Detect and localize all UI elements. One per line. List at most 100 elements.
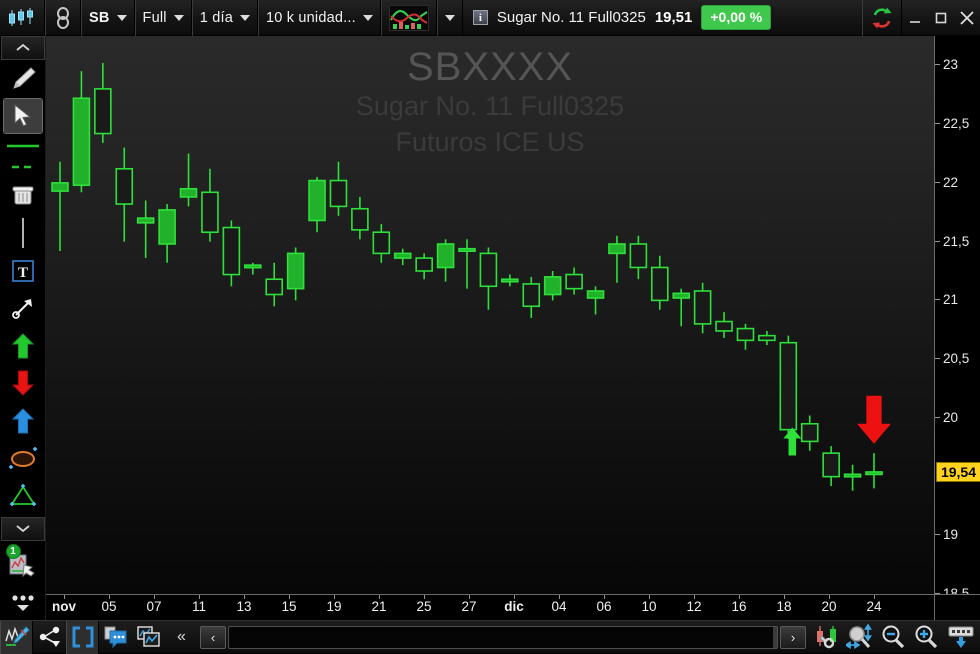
candle [393, 248, 412, 266]
chart-scrollbar[interactable] [228, 625, 778, 649]
indicator-wave-icon [388, 5, 429, 31]
candle [715, 312, 733, 338]
price-tick: 21,5 [935, 234, 980, 250]
candle [736, 323, 755, 350]
brackets-icon [72, 626, 93, 648]
zoom-fit-button[interactable] [843, 621, 876, 654]
share-button[interactable] [33, 621, 66, 654]
layers-button[interactable]: 1 [0, 541, 46, 587]
candle [158, 204, 176, 263]
scrollbar-thumb[interactable] [773, 626, 777, 648]
pencil-tool[interactable] [0, 60, 46, 98]
expand-down-icon [15, 525, 30, 533]
candle [779, 335, 798, 440]
toolbar-collapse-button[interactable] [0, 36, 45, 60]
solid-line-tool[interactable] [0, 135, 46, 157]
candle-settings-icon [816, 626, 836, 649]
candle [115, 147, 134, 242]
symbol-selector[interactable]: SB [81, 0, 135, 36]
candle-settings-button[interactable] [810, 621, 843, 654]
dashed-line-tool[interactable] [0, 157, 46, 177]
chevron-down-icon [173, 15, 184, 21]
candle [94, 63, 112, 143]
scroll-right-button[interactable]: › [780, 625, 806, 649]
tick-label: 23 [943, 57, 959, 73]
quality-selector[interactable]: Full [134, 0, 192, 36]
tick-label: 12 [686, 599, 702, 614]
brackets-button[interactable] [66, 620, 99, 654]
vertical-line-tool[interactable] [0, 214, 46, 252]
text-tool[interactable]: T [0, 252, 46, 290]
tick-label: 22,5 [943, 116, 970, 132]
zoom-in-button[interactable] [909, 621, 942, 654]
comment-button[interactable] [99, 621, 132, 654]
scale-down-button[interactable] [942, 621, 980, 654]
draw-pen-button[interactable] [0, 620, 33, 654]
down-arrow-annotation[interactable] [857, 395, 891, 444]
triangle-tool[interactable] [0, 477, 46, 515]
tick-label: 11 [191, 599, 207, 614]
indicator-button[interactable] [380, 0, 437, 36]
windows-button[interactable] [132, 621, 165, 654]
axis-corner [934, 594, 980, 620]
candle [458, 239, 476, 289]
minimize-icon [910, 20, 920, 23]
svg-text:T: T [17, 265, 27, 281]
candlestick-type-button[interactable] [0, 0, 45, 36]
tick-mark [334, 595, 335, 599]
timeframe-selector[interactable]: 1 día [191, 0, 258, 36]
candle [479, 247, 498, 310]
time-axis[interactable]: nov 05 07 11 13 15 19 21 25 27 dic 04 06 10 12 16 18 20 24 [46, 594, 934, 620]
up-arrow-blue-tool[interactable] [0, 402, 46, 440]
bottom-toolbar: « ‹ › [0, 620, 980, 654]
candle [136, 200, 155, 259]
arrow-tool[interactable] [0, 289, 46, 327]
link-chain-icon [57, 7, 69, 29]
cursor-tool[interactable] [2, 98, 43, 135]
candle [415, 253, 433, 280]
tick-mark [935, 123, 940, 125]
symbol-label: SB [89, 10, 110, 26]
more-options-button[interactable] [0, 586, 46, 620]
tick-mark [935, 358, 940, 360]
tick-mark [935, 64, 940, 66]
scroll-left-button[interactable]: ‹ [200, 625, 226, 649]
link-symbol-button[interactable] [45, 0, 81, 36]
down-arrow-red-tool[interactable] [0, 365, 46, 403]
candle [308, 177, 326, 233]
tick-mark [829, 595, 830, 599]
triangle-icon [9, 484, 36, 507]
candle [179, 153, 198, 207]
comment-icon [104, 626, 126, 649]
tick-label: 18 [776, 599, 792, 614]
close-button[interactable] [954, 0, 980, 36]
tick-mark [935, 240, 940, 242]
units-selector[interactable]: 10 k unidad... [257, 0, 381, 36]
maximize-button[interactable] [928, 0, 954, 36]
tick-label: 05 [101, 599, 117, 614]
scale-down-icon [948, 626, 974, 648]
ellipse-tool[interactable] [0, 440, 46, 478]
candle [650, 255, 669, 310]
ellipse-icon [8, 446, 37, 469]
candle [501, 274, 519, 287]
up-arrow-annotation[interactable] [783, 427, 802, 456]
arrow-tool-icon [11, 299, 32, 320]
indicator-dropdown[interactable] [436, 0, 463, 36]
collapse-left-button[interactable]: « [165, 621, 198, 654]
tick-mark [424, 595, 425, 599]
chart-canvas[interactable]: SBXXXX Sugar No. 11 Full0325 Futuros ICE… [46, 36, 934, 620]
candle [351, 196, 369, 240]
info-icon[interactable]: i [472, 10, 488, 25]
price-tick: 20 [935, 410, 980, 426]
tick-mark [604, 595, 605, 599]
up-arrow-green-tool[interactable] [0, 327, 46, 365]
delete-drawings-tool[interactable] [0, 177, 46, 215]
scroll-left-label: ‹ [210, 629, 216, 645]
chevron-down-icon [116, 15, 127, 21]
more-tools-button[interactable] [0, 517, 45, 541]
refresh-button[interactable] [862, 0, 902, 36]
minimize-button[interactable] [902, 0, 928, 36]
zoom-out-button[interactable] [876, 621, 909, 654]
